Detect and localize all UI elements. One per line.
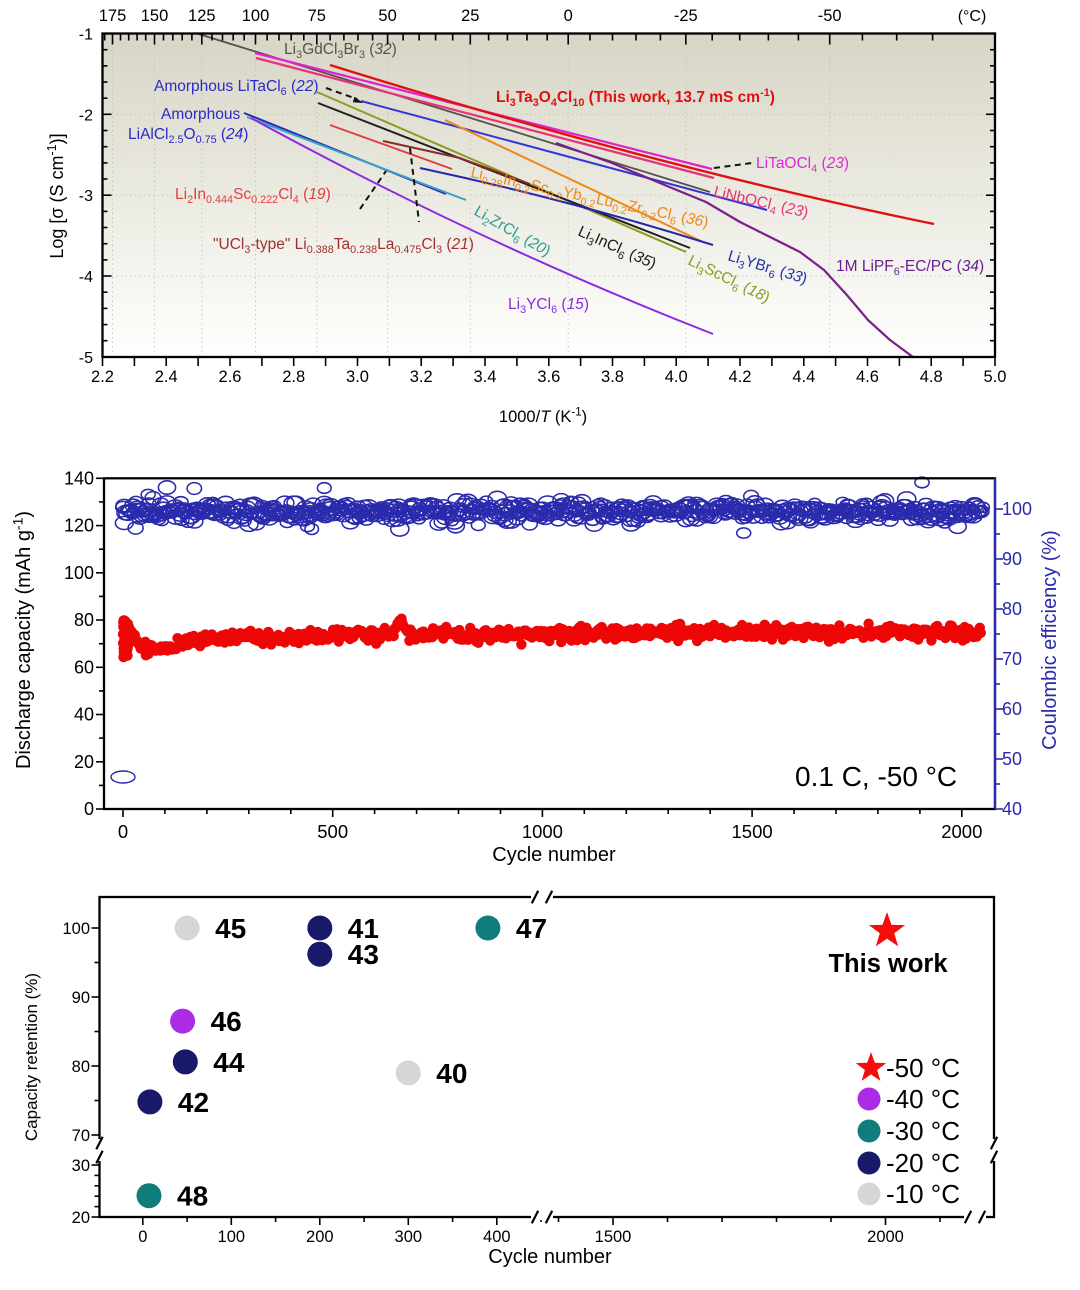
svg-text:2000: 2000 [941,821,982,842]
svg-text:(°C): (°C) [958,8,987,25]
svg-text:100: 100 [242,7,270,25]
svg-text:90: 90 [72,989,90,1007]
svg-text:75: 75 [308,7,326,25]
svg-text:-30 °C: -30 °C [886,1116,960,1146]
svg-text:42: 42 [178,1087,209,1118]
svg-text:0: 0 [118,821,128,842]
svg-text:50: 50 [378,7,396,25]
svg-text:200: 200 [306,1228,334,1246]
svg-text:150: 150 [141,7,169,25]
svg-text:4.0: 4.0 [665,368,688,386]
svg-text:1500: 1500 [732,821,773,842]
svg-text:48: 48 [177,1181,208,1212]
svg-text:-10 °C: -10 °C [886,1179,960,1209]
svg-text:25: 25 [461,7,479,25]
svg-text:-4: -4 [79,269,93,286]
svg-text:100: 100 [64,563,94,583]
svg-text:500: 500 [317,821,348,842]
svg-text:Li3GdCl3Br3 (32): Li3GdCl3Br3 (32) [284,41,397,61]
svg-text:100: 100 [218,1228,246,1246]
svg-text:This work: This work [828,950,948,978]
svg-text:2000: 2000 [867,1228,904,1246]
svg-text:40: 40 [1002,799,1022,819]
svg-text:41: 41 [348,913,379,944]
svg-text:30: 30 [72,1157,90,1175]
svg-text:Cycle number: Cycle number [492,844,616,866]
svg-text:120: 120 [64,516,94,536]
svg-text:2.4: 2.4 [155,368,178,386]
svg-text:0: 0 [84,799,94,819]
svg-text:Li0.28In0.2Sc0.2Yb0.2Lu0.2Zr0.: Li0.28In0.2Sc0.2Yb0.2Lu0.2Zr0.2Cl6 (36) [469,164,711,234]
svg-text:LiAlCl2.5O0.75 (24): LiAlCl2.5O0.75 (24) [128,126,248,146]
svg-text:80: 80 [1002,599,1022,619]
svg-text:60: 60 [74,657,94,677]
svg-text:100: 100 [1002,499,1032,519]
svg-text:Capacity retention (%): Capacity retention (%) [22,973,41,1141]
svg-text:70: 70 [1002,649,1022,669]
svg-text:1000/T (K-1): 1000/T (K-1) [499,407,587,426]
svg-text:90: 90 [1002,549,1022,569]
svg-text:0.1 C, -50 °C: 0.1 C, -50 °C [795,761,957,792]
svg-text:175: 175 [99,7,127,25]
svg-text:4.2: 4.2 [729,368,752,386]
svg-text:80: 80 [72,1058,90,1076]
svg-text:4.4: 4.4 [792,368,815,386]
svg-text:1500: 1500 [595,1228,632,1246]
svg-text:4.6: 4.6 [856,368,879,386]
svg-text:5.0: 5.0 [984,368,1007,386]
svg-text:44: 44 [213,1047,245,1078]
svg-text:Li3Ta3O4Cl10 (This work, 13.7: Li3Ta3O4Cl10 (This work, 13.7 mS cm-1) [496,87,775,109]
svg-text:140: 140 [64,468,94,488]
svg-text:3.6: 3.6 [537,368,560,386]
svg-text:-5: -5 [79,350,93,367]
svg-text:45: 45 [215,913,246,944]
svg-text:4.8: 4.8 [920,368,943,386]
svg-text:70: 70 [72,1127,90,1145]
svg-text:-50: -50 [818,7,842,25]
svg-text:"UCl3-type" Li0.388Ta0.238La0.: "UCl3-type" Li0.388Ta0.238La0.475Cl3 (21… [213,236,474,256]
svg-text:2.2: 2.2 [91,368,114,386]
svg-text:Li3YCl6 (15): Li3YCl6 (15) [508,296,589,316]
svg-text:46: 46 [211,1006,242,1037]
svg-text:20: 20 [72,1209,90,1227]
svg-text:3.0: 3.0 [346,368,369,386]
svg-text:Discharge capacity (mAh g-1): Discharge capacity (mAh g-1) [9,511,35,769]
svg-text:Cycle number: Cycle number [488,1246,612,1268]
svg-text:40: 40 [436,1058,467,1089]
svg-text:20: 20 [74,752,94,772]
svg-text:Li3YBr6 (33): Li3YBr6 (33) [725,248,809,291]
svg-text:-2: -2 [79,107,93,124]
svg-text:0: 0 [564,7,573,25]
svg-text:2.6: 2.6 [219,368,242,386]
svg-text:3.4: 3.4 [474,368,497,386]
svg-text:Log [σ (S cm-1)]: Log [σ (S cm-1)] [45,133,67,258]
svg-text:100: 100 [62,920,90,938]
svg-text:50: 50 [1002,749,1022,769]
svg-text:300: 300 [395,1228,423,1246]
svg-text:400: 400 [483,1228,511,1246]
svg-text:1M LiPF6-EC/PC (34): 1M LiPF6-EC/PC (34) [836,258,984,278]
svg-text:LiTaOCl4 (23): LiTaOCl4 (23) [756,155,849,175]
svg-text:0: 0 [138,1228,147,1246]
svg-text:1000: 1000 [522,821,563,842]
svg-text:Amorphous: Amorphous [161,106,241,123]
svg-text:125: 125 [188,7,216,25]
svg-text:-20 °C: -20 °C [886,1148,960,1178]
svg-text:60: 60 [1002,699,1022,719]
svg-text:-40 °C: -40 °C [886,1084,960,1114]
svg-text:3.8: 3.8 [601,368,624,386]
svg-text:Li2In0.444Sc0.222Cl4 (19): Li2In0.444Sc0.222Cl4 (19) [175,186,331,206]
svg-text:40: 40 [74,705,94,725]
svg-text:-25: -25 [674,7,698,25]
svg-text:Amorphous LiTaCl6 (22): Amorphous LiTaCl6 (22) [154,78,319,98]
svg-text:43: 43 [348,939,379,970]
svg-text:-1: -1 [79,27,93,44]
svg-text:80: 80 [74,610,94,630]
svg-text:47: 47 [516,913,547,944]
svg-text:2.8: 2.8 [282,368,305,386]
svg-text:3.2: 3.2 [410,368,433,386]
svg-text:-50 °C: -50 °C [886,1053,960,1083]
svg-text:Coulombic efficiency (%): Coulombic efficiency (%) [1039,530,1061,750]
svg-text:-3: -3 [79,188,93,205]
